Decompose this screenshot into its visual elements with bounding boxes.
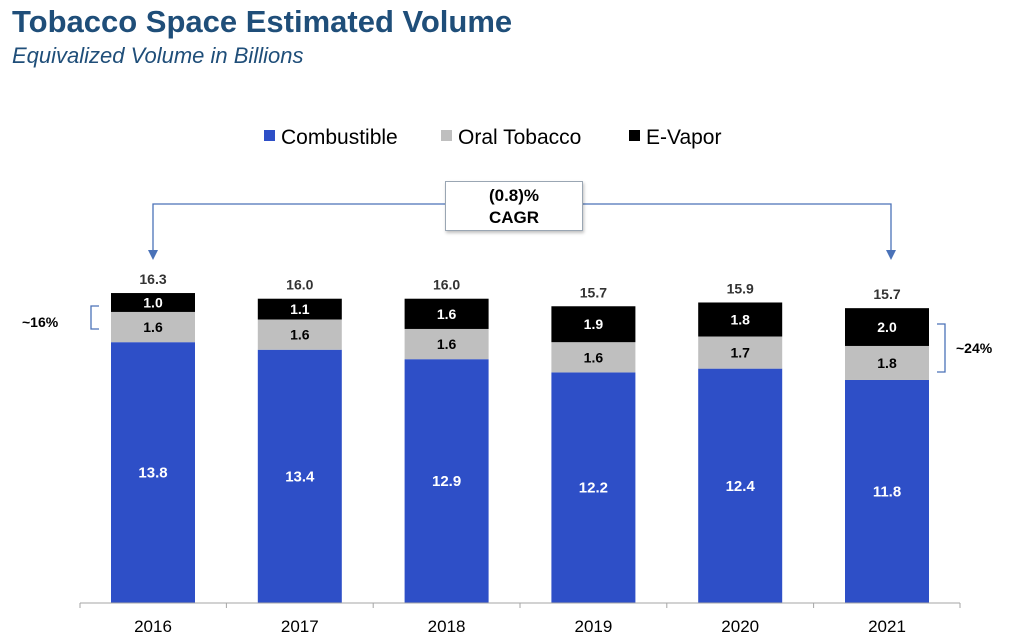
value-label-oral-2019: 1.6 <box>584 349 604 365</box>
legend: Combustible Oral Tobacco E-Vapor <box>264 126 721 149</box>
value-label-combustible-2020: 12.4 <box>726 478 756 495</box>
value-label-oral-2016: 1.6 <box>143 319 163 335</box>
bar-oral-2017 <box>257 319 342 350</box>
bar-evapor-2016 <box>111 293 195 312</box>
bars: 13.8 1.6 1.0 16.3 13.4 1.6 1.1 16.0 12.9 1.6 1.6 16… <box>111 271 929 603</box>
bracket-left <box>90 305 99 330</box>
legend-label-combustible: Combustible <box>281 126 398 149</box>
x-axis: 2016 2017 2018 2019 2020 2021 <box>79 602 961 636</box>
total-label-2020: 15.9 <box>727 280 754 296</box>
legend-swatch-combustible <box>264 130 275 141</box>
cagr-value: (0.8)% <box>488 186 540 205</box>
value-label-evapor-2018: 1.6 <box>437 306 457 322</box>
bar-combustible-2021 <box>845 379 929 603</box>
bar-oral-2018 <box>404 328 489 360</box>
chart-title: Tobacco Space Estimated Volume <box>12 4 513 39</box>
cagr-box: (0.8)% CAGR <box>445 181 583 231</box>
x-tick-label-2021: 2021 <box>868 617 906 636</box>
bar-combustible-2018 <box>404 359 489 603</box>
total-label-2018: 16.0 <box>433 277 460 293</box>
x-tick-label-2016: 2016 <box>134 617 172 636</box>
legend-swatch-oral <box>441 130 452 141</box>
cagr-connector <box>152 203 892 254</box>
legend-label-oral: Oral Tobacco <box>458 126 581 149</box>
x-tick-label-2020: 2020 <box>721 617 759 636</box>
bracket-right <box>937 323 946 373</box>
x-tick-label-2019: 2019 <box>574 617 612 636</box>
bar-combustible-2019 <box>551 372 636 603</box>
value-label-evapor-2021: 2.0 <box>877 319 897 335</box>
bar-oral-2016 <box>111 311 195 343</box>
chart-subtitle: Equivalized Volume in Billions <box>12 43 304 68</box>
bar-evapor-2019 <box>551 306 636 343</box>
value-label-evapor-2020: 1.8 <box>730 312 750 328</box>
bar-combustible-2020 <box>698 368 783 603</box>
total-label-2021: 15.7 <box>873 286 900 302</box>
cagr-arrow-right <box>886 250 896 260</box>
share-annotation-left: ~16% <box>22 314 59 330</box>
bar-combustible-2016 <box>111 342 195 603</box>
value-label-evapor-2017: 1.1 <box>290 301 310 317</box>
bar-oral-2020 <box>698 336 783 369</box>
value-label-combustible-2018: 12.9 <box>432 473 461 490</box>
x-tick-label-2018: 2018 <box>428 617 466 636</box>
x-tick-label-2017: 2017 <box>281 617 319 636</box>
value-label-evapor-2019: 1.9 <box>584 316 604 332</box>
bar-combustible-2017 <box>257 349 342 603</box>
cagr-arrow-left <box>148 250 158 260</box>
value-label-combustible-2017: 13.4 <box>285 468 315 485</box>
bar-evapor-2018 <box>404 298 489 329</box>
value-label-combustible-2019: 12.2 <box>579 480 608 497</box>
share-annotation-right: ~24% <box>956 340 993 356</box>
bar-evapor-2021 <box>845 308 929 346</box>
cagr-label: CAGR <box>488 208 540 227</box>
value-label-oral-2017: 1.6 <box>290 327 310 343</box>
bar-evapor-2017 <box>257 298 342 320</box>
bar-oral-2019 <box>551 342 636 373</box>
bar-evapor-2020 <box>698 302 783 337</box>
value-label-oral-2021: 1.8 <box>877 355 897 371</box>
bar-oral-2021 <box>845 345 929 380</box>
value-label-evapor-2016: 1.0 <box>143 294 163 310</box>
total-label-2016: 16.3 <box>139 271 166 287</box>
legend-label-evapor: E-Vapor <box>646 126 721 149</box>
legend-swatch-evapor <box>629 130 640 141</box>
value-label-combustible-2016: 13.8 <box>138 465 167 482</box>
value-label-oral-2020: 1.7 <box>730 345 750 361</box>
value-label-oral-2018: 1.6 <box>437 336 457 352</box>
total-label-2019: 15.7 <box>580 284 607 300</box>
value-label-combustible-2021: 11.8 <box>873 483 901 500</box>
total-label-2017: 16.0 <box>286 277 313 293</box>
